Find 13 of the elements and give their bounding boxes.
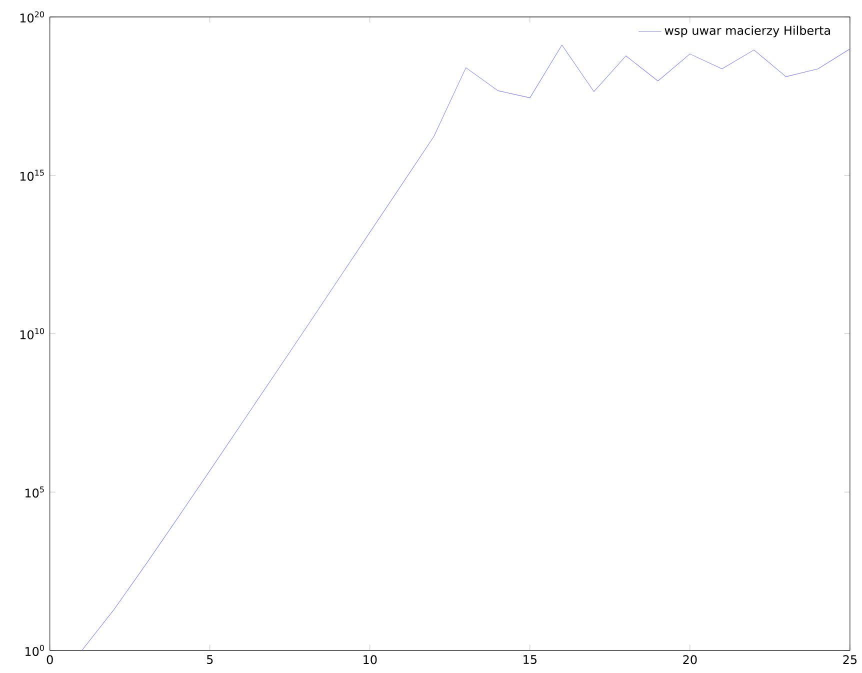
y-tick-label: 10$^{0}$	[26, 644, 44, 656]
x-tick-label: 10	[364, 654, 377, 664]
x-tick-label: 15	[524, 654, 536, 664]
x-tick-label: 0	[46, 654, 53, 664]
y-tick-label: 10$^{10}$	[20, 328, 44, 340]
x-tick-label: 5	[207, 654, 213, 664]
y-tick-label: 10$^{15}$	[20, 170, 44, 181]
legend-label: wsp uwar macierzy Hilberta	[664, 26, 830, 38]
y-tick-label: 10$^{20}$	[20, 11, 44, 22]
y-tick-label: 10$^{5}$	[26, 486, 44, 498]
line-series	[82, 44, 850, 650]
x-tick-label: 20	[683, 654, 697, 664]
x-tick-label: 25	[843, 654, 857, 664]
